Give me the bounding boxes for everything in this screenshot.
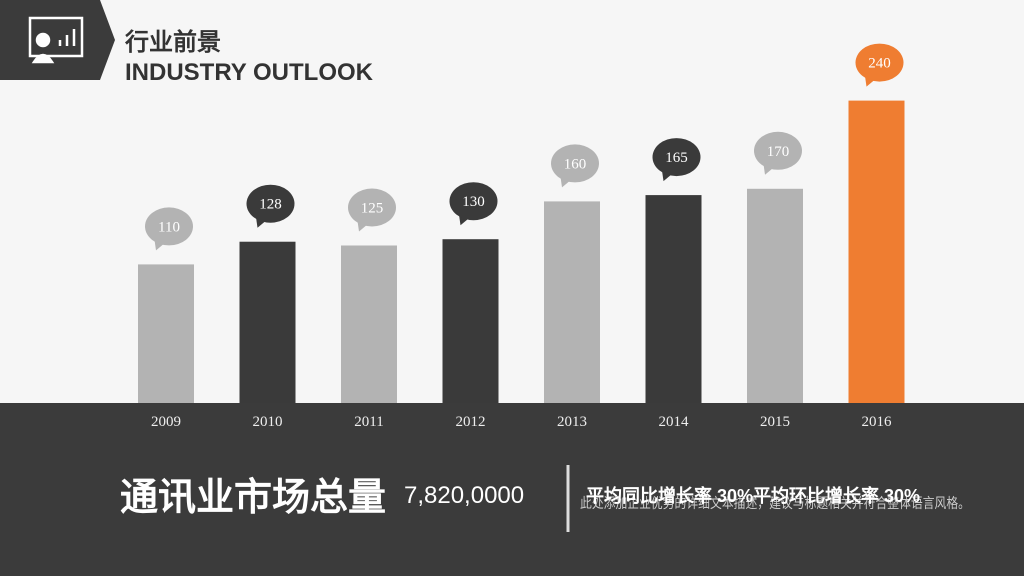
x-tick-label: 2010: [253, 414, 283, 430]
footer-band: [0, 403, 1024, 576]
data-label: 170: [767, 144, 790, 160]
label-bubble: [348, 188, 396, 227]
label-bubble: [551, 144, 599, 183]
data-label: 128: [259, 197, 282, 213]
bar: [341, 245, 397, 403]
x-tick-label: 2009: [151, 414, 181, 430]
label-bubble: [145, 207, 193, 246]
summary-description-1: 此处添加企业优势的详细文本描述，建议与标题相关并符合整体语言风格。: [580, 495, 970, 511]
header-title: 行业前景: [124, 28, 221, 56]
bar: [442, 239, 499, 403]
x-tick-label: 2015: [760, 414, 790, 430]
bar: [848, 100, 905, 403]
x-tick-label: 2011: [354, 414, 383, 430]
data-label: 125: [361, 201, 384, 217]
summary-label: 通讯业市场总量: [120, 477, 386, 519]
data-label: 240: [868, 56, 891, 72]
label-bubble: [754, 131, 802, 170]
x-tick-label: 2016: [862, 414, 893, 430]
chart: 110 2009 128 2010 125 2011 130 2012 160 2013 165 20…: [138, 43, 905, 430]
data-label: 165: [665, 150, 688, 166]
x-tick-label: 2013: [557, 414, 587, 430]
header-tab: [0, 0, 115, 80]
label-bubble: [246, 184, 295, 223]
label-bubble: [855, 43, 904, 82]
summary-total: 7,820,0000: [404, 482, 524, 509]
data-label: 110: [158, 219, 180, 235]
label-bubble: [449, 182, 498, 221]
data-label: 160: [564, 156, 587, 172]
data-label: 130: [462, 194, 485, 210]
header-icon: [28, 16, 84, 64]
label-bubble: [652, 138, 701, 177]
bar: [544, 201, 600, 403]
bar: [645, 195, 702, 403]
x-tick-label: 2012: [456, 414, 486, 430]
summary-rates: 平均同比增长率 30%平均环比增长率 30%: [586, 485, 920, 506]
header-subtitle: INDUSTRY OUTLOOK: [125, 59, 374, 86]
bar: [138, 264, 194, 403]
bar: [747, 188, 803, 403]
x-tick-label: 2014: [659, 414, 690, 430]
bar: [239, 241, 296, 403]
